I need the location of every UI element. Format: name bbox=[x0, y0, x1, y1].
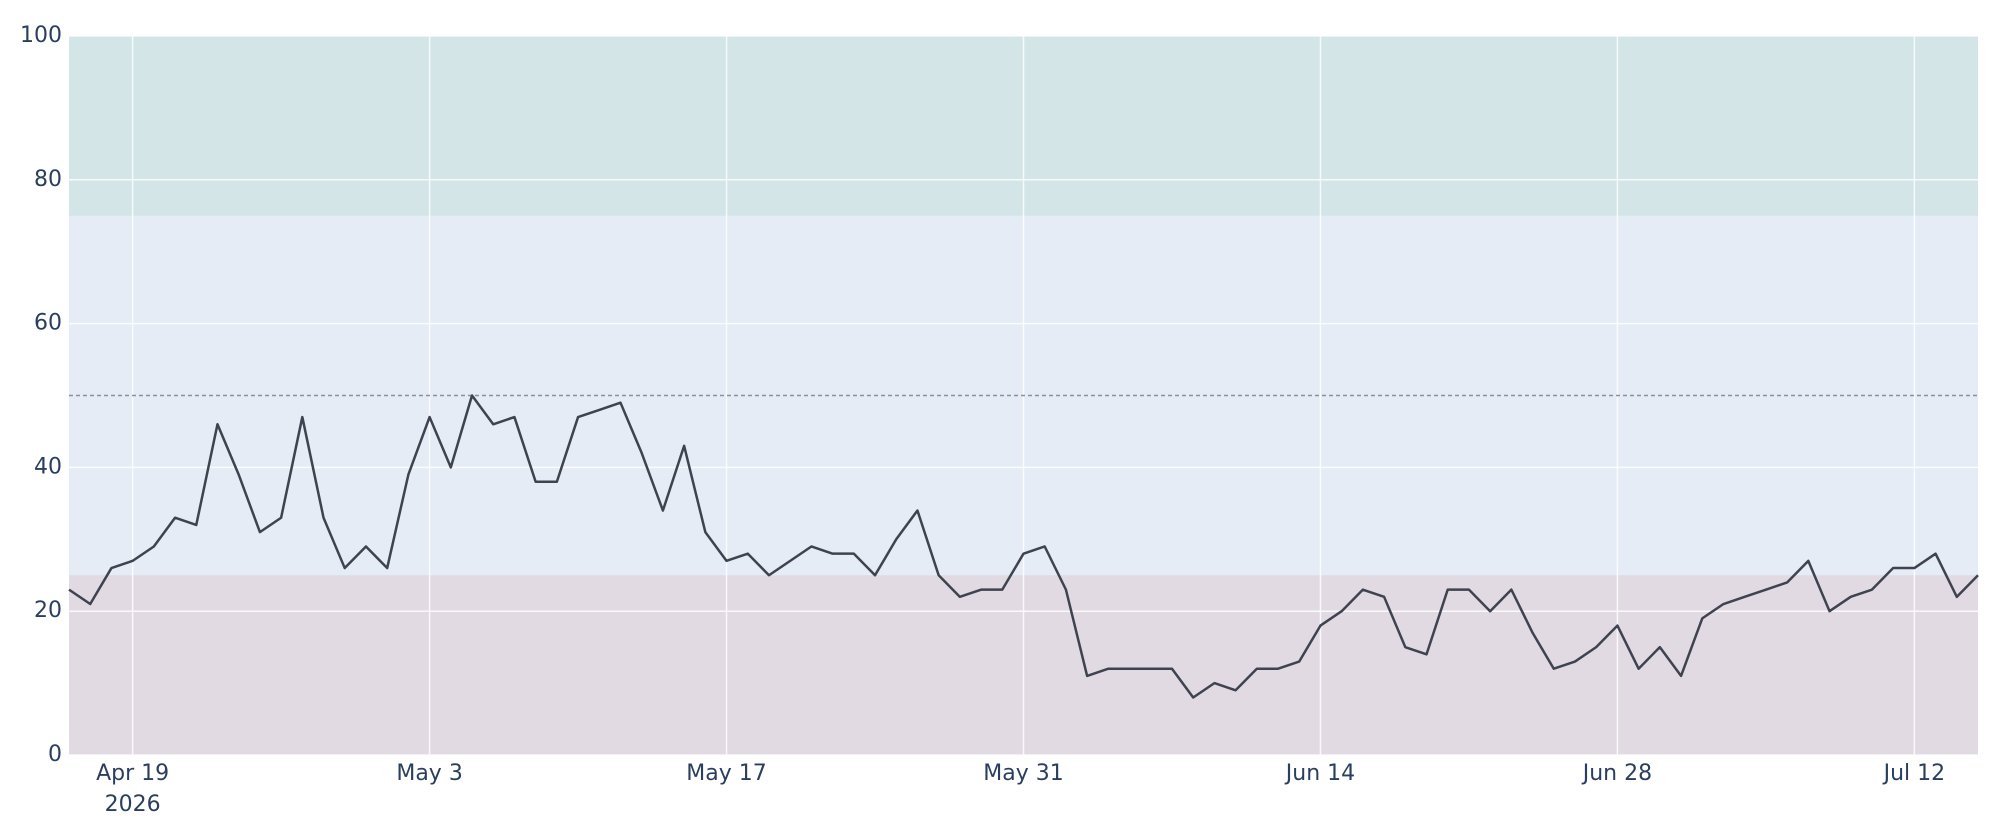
y-tick-label: 0 bbox=[48, 742, 62, 767]
y-tick-label: 40 bbox=[34, 454, 62, 479]
data-line bbox=[68, 394, 1979, 699]
y-tick-label: 60 bbox=[34, 311, 62, 336]
x-tick-label: May 17 bbox=[686, 761, 766, 786]
x-tick-label: 2026 bbox=[105, 792, 161, 817]
x-tick-label: Jun 28 bbox=[1581, 761, 1652, 786]
y-tick-label: 100 bbox=[20, 23, 62, 48]
x-tick-label: May 3 bbox=[396, 761, 462, 786]
x-tick-label: Jun 14 bbox=[1284, 761, 1355, 786]
y-tick-label: 20 bbox=[34, 598, 62, 623]
y-tick-label: 80 bbox=[34, 167, 62, 192]
x-tick-label: Apr 19 bbox=[96, 761, 169, 786]
x-tick-label: Jul 12 bbox=[1882, 761, 1946, 786]
x-tick-label: May 31 bbox=[983, 761, 1063, 786]
